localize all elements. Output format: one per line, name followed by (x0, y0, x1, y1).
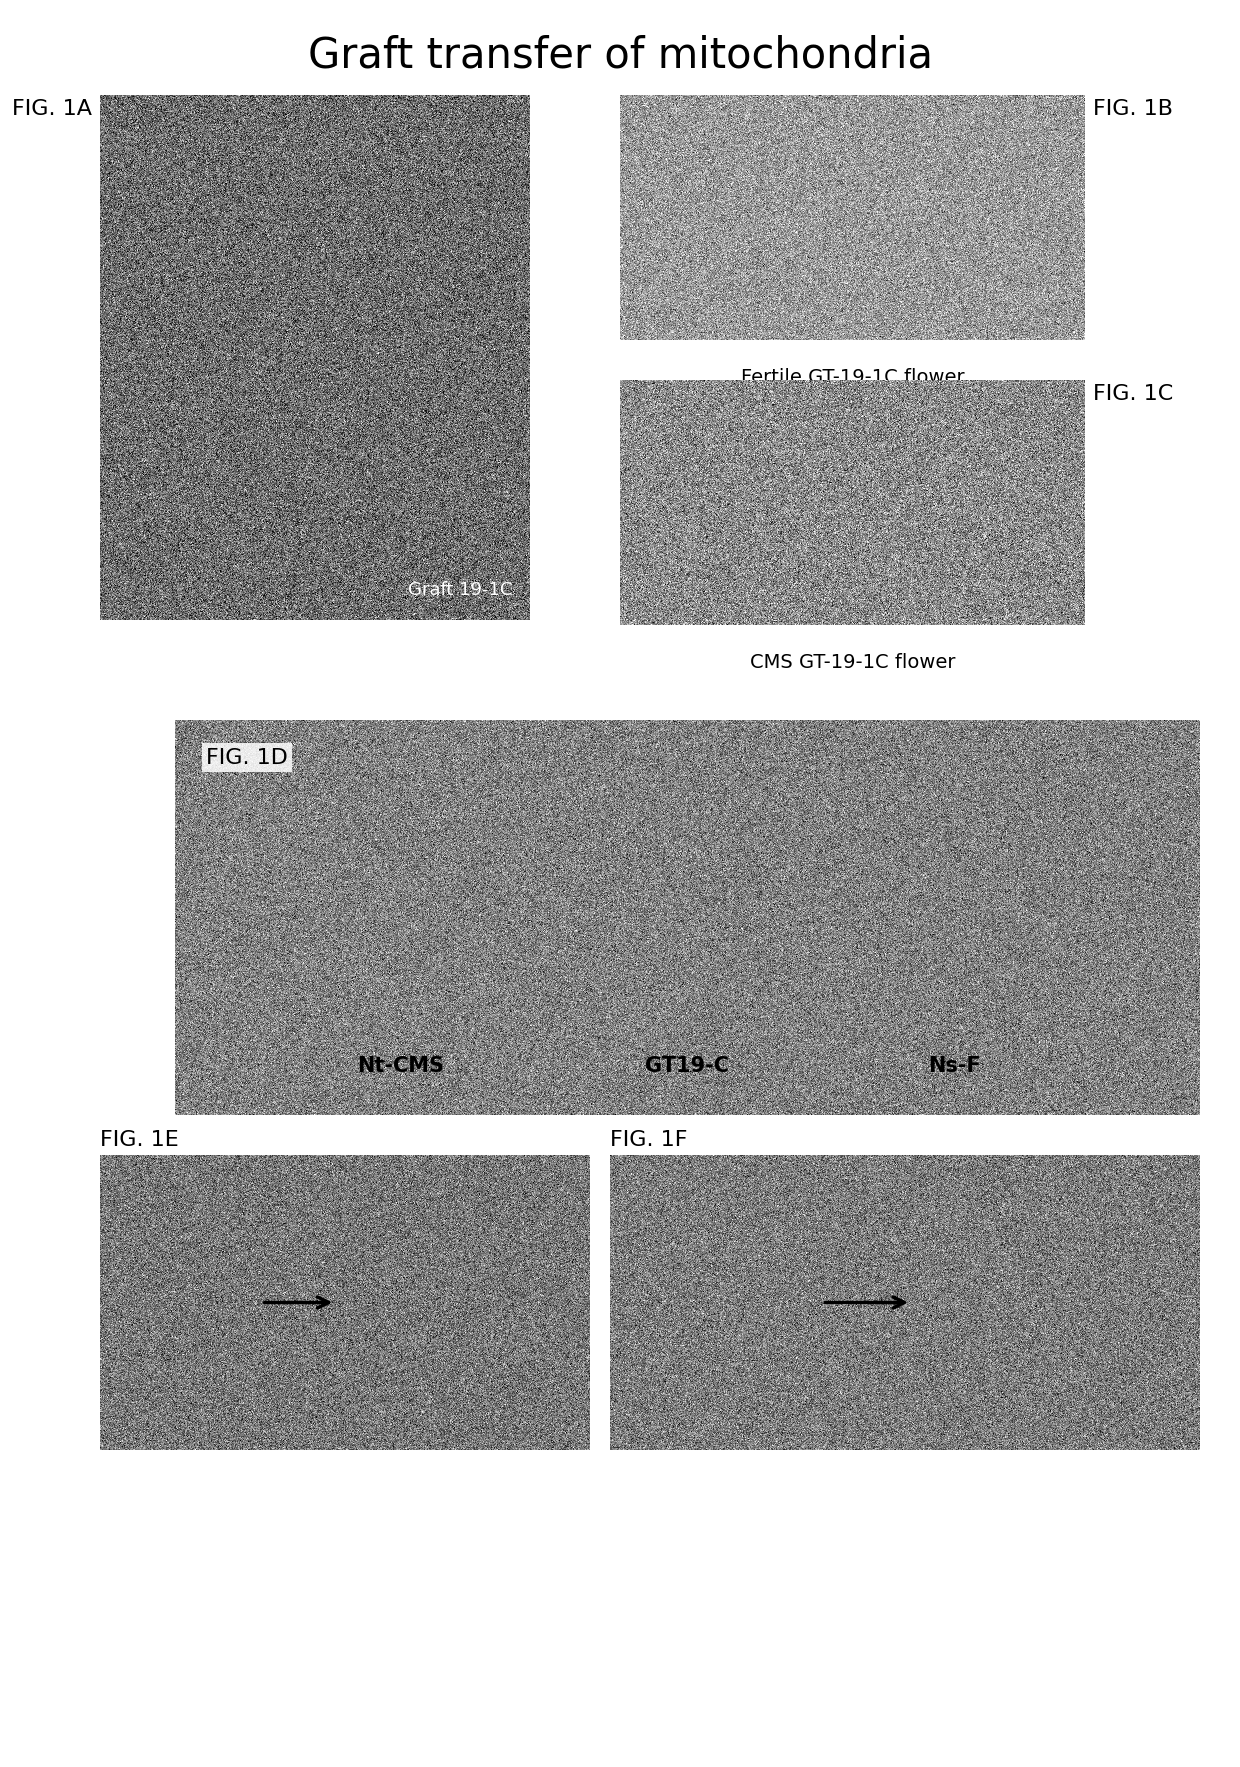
Text: Ns-F: Ns-F (928, 1055, 981, 1076)
Text: FIG. 1F: FIG. 1F (610, 1131, 687, 1150)
Text: FIG. 1C: FIG. 1C (1092, 383, 1173, 405)
Text: Nt-CMS: Nt-CMS (357, 1055, 444, 1076)
Text: FIG. 1E: FIG. 1E (100, 1131, 179, 1150)
Text: Graft transfer of mitochondria: Graft transfer of mitochondria (308, 34, 932, 76)
Text: GT19-C: GT19-C (646, 1055, 729, 1076)
Text: FIG. 1A: FIG. 1A (12, 99, 92, 118)
Text: Fertile GT-19-1C flower: Fertile GT-19-1C flower (740, 368, 965, 387)
Text: Graft 19-1C: Graft 19-1C (408, 581, 513, 599)
Text: FIG. 1B: FIG. 1B (1092, 99, 1173, 118)
Text: CMS GT-19-1C flower: CMS GT-19-1C flower (750, 654, 955, 671)
Text: FIG. 1D: FIG. 1D (206, 747, 288, 767)
